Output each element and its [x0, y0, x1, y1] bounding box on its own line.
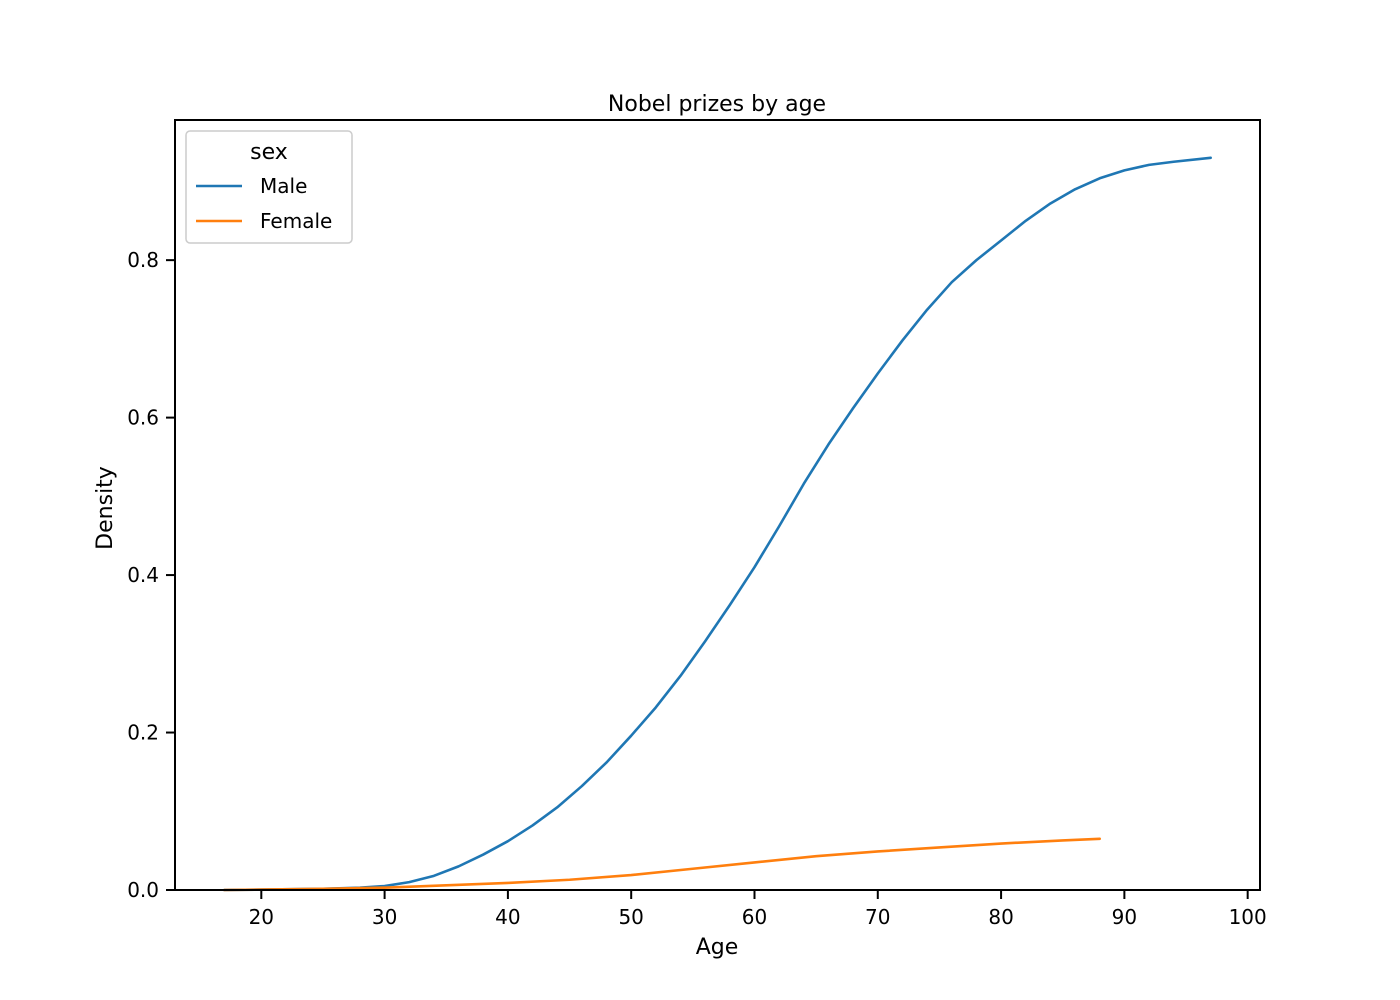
legend-title: sex: [250, 140, 288, 165]
y-tick-label: 0.8: [127, 248, 159, 272]
legend-label-male: Male: [260, 174, 307, 198]
chart-title: Nobel prizes by age: [608, 92, 826, 117]
y-axis-title: Density: [93, 466, 118, 550]
x-tick-label: 90: [1112, 905, 1137, 929]
legend-entries: Male Female: [196, 174, 332, 233]
x-tick-label: 80: [988, 905, 1013, 929]
legend: sex Male Female: [185, 130, 353, 244]
legend-box: [185, 130, 353, 244]
x-tick-label: 20: [249, 905, 274, 929]
y-tick-label: 0.4: [127, 563, 159, 587]
y-tick-label: 0.2: [127, 721, 159, 745]
series-layer: [223, 156, 1212, 892]
x-tick-label: 60: [742, 905, 767, 929]
series-line-male: [223, 156, 1212, 892]
plot-background: [175, 120, 1260, 890]
x-tick-label: 50: [618, 905, 643, 929]
y-axis: 0.0 0.2 0.4 0.6 0.8: [127, 248, 175, 902]
legend-label-female: Female: [260, 209, 332, 233]
x-tick-label: 70: [865, 905, 890, 929]
x-axis-title: Age: [696, 935, 739, 960]
x-tick-label: 40: [495, 905, 520, 929]
x-axis: 20 30 40 50 60 70 80 90 100: [249, 890, 1267, 929]
y-tick-label: 0.6: [127, 406, 159, 430]
x-tick-label: 30: [372, 905, 397, 929]
y-tick-label: 0.0: [127, 878, 159, 902]
x-tick-label: 100: [1229, 905, 1267, 929]
series-line-female: [223, 837, 1102, 892]
plot-area: [174, 119, 1261, 892]
plot-frame: [174, 119, 1261, 891]
